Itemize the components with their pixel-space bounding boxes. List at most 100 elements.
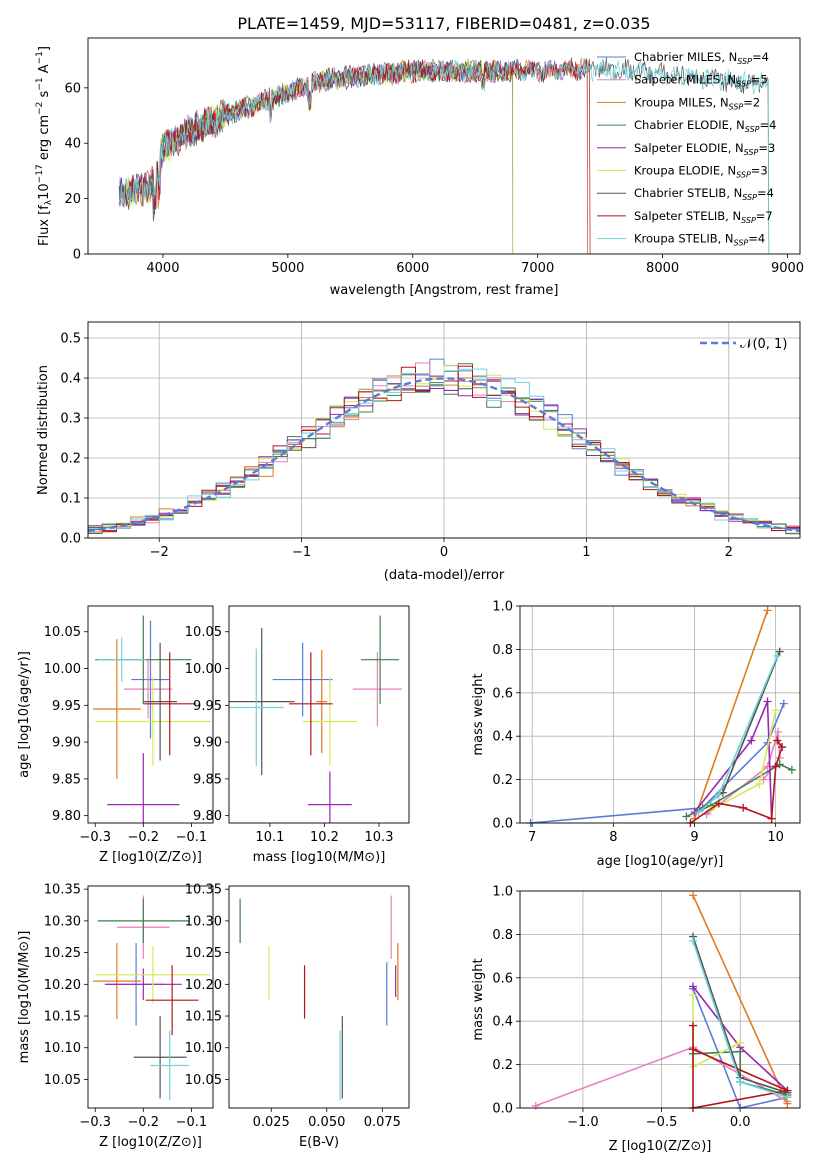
y-axis-label: mass weight xyxy=(471,673,486,755)
x-tick-label: 5000 xyxy=(271,261,304,276)
legend: Chabrier MILES, NSSP=4 Salpeter MILES, NS… xyxy=(597,50,776,248)
y-tick-label: 10.35 xyxy=(185,883,222,898)
plus-marker xyxy=(736,1038,745,1047)
plus-marker xyxy=(773,651,782,660)
plus-marker xyxy=(747,736,756,745)
y-tick-label: 40 xyxy=(64,137,81,152)
weight-series xyxy=(526,606,796,827)
axes-weight_vs_Z: −1.0 −0.5 0.0 0.0 0.2 0.4 0.6 0.8 1.0 Z [log10(Z/… xyxy=(471,885,801,1154)
y-axis-label: mass weight xyxy=(471,958,486,1040)
x-tick-label: 7000 xyxy=(521,261,554,276)
y-tick-label: 1.0 xyxy=(492,600,513,615)
y-tick-label: 9.80 xyxy=(193,809,222,824)
normal-curve xyxy=(88,377,800,533)
x-tick-label: 0.0 xyxy=(730,1115,751,1130)
y-tick-label: 0.1 xyxy=(60,492,81,507)
y-tick-label: 0.5 xyxy=(60,332,81,347)
legend-label: Kroupa STELIB, NSSP=4 xyxy=(634,232,765,248)
plus-marker xyxy=(787,765,796,774)
axes-frame xyxy=(519,890,801,1109)
plus-marker xyxy=(779,699,788,708)
x-tick-label: −0.2 xyxy=(127,1115,159,1130)
x-tick-label: −0.1 xyxy=(176,1115,208,1130)
x-tick-label: 6000 xyxy=(396,261,429,276)
x-axis-label: age [log10(age/yr)] xyxy=(597,854,724,869)
y-tick-label: 9.95 xyxy=(52,699,81,714)
plus-marker xyxy=(714,799,723,808)
y-tick-label: 10.30 xyxy=(44,914,81,929)
axes-spectrum: 4000 5000 6000 7000 8000 9000 0 20 40 60 wavelengt… xyxy=(35,37,804,298)
axes-frame xyxy=(228,605,410,824)
plus-marker xyxy=(714,790,723,799)
y-tick-label: 10.10 xyxy=(185,1041,222,1056)
legend-label: Salpeter ELODIE, NSSP=3 xyxy=(634,141,775,157)
axes-weight_vs_age: 7 8 9 10 0.0 0.2 0.4 0.6 0.8 1.0 age [log10(age/yr… xyxy=(471,600,801,869)
x-axis-label: wavelength [Angstrom, rest frame] xyxy=(330,283,559,298)
x-tick-label: 2 xyxy=(725,545,733,560)
plus-marker xyxy=(689,1045,698,1054)
y-tick-label: 0.4 xyxy=(492,1015,513,1030)
histogram-step xyxy=(88,368,800,531)
y-tick-label: 20 xyxy=(64,192,81,207)
legend-label: Chabrier ELODIE, NSSP=4 xyxy=(634,118,776,134)
plus-marker xyxy=(689,991,698,1000)
spectrum-lines xyxy=(118,57,770,254)
histogram-steps xyxy=(88,358,800,537)
axes-frame xyxy=(87,321,801,539)
plus-marker xyxy=(755,779,764,788)
axes-frame xyxy=(87,885,214,1109)
x-tick-label: 0 xyxy=(440,545,448,560)
plus-marker xyxy=(689,1021,698,1030)
y-axis-label: age [log10(age/yr)] xyxy=(17,651,32,778)
errorbar-marks xyxy=(239,895,399,1101)
plus-marker xyxy=(774,727,783,736)
series-line xyxy=(692,1025,791,1109)
normal-legend-label: 𝒩(0, 1) xyxy=(740,337,787,352)
y-tick-label: 9.95 xyxy=(193,699,222,714)
x-axis-label: E(B-V) xyxy=(299,1135,339,1150)
series-line xyxy=(692,1050,788,1096)
y-tick-label: 0.8 xyxy=(492,928,513,943)
x-tick-label: 10.3 xyxy=(365,830,394,845)
plus-marker xyxy=(763,606,772,615)
x-tick-label: 1 xyxy=(582,545,590,560)
plus-marker xyxy=(739,803,748,812)
y-tick-label: 10.20 xyxy=(44,978,81,993)
y-axis-label: Normed distribution xyxy=(36,365,51,495)
x-tick-label: −0.2 xyxy=(127,830,159,845)
y-tick-label: 0 xyxy=(73,248,81,263)
x-tick-label: −0.3 xyxy=(79,830,111,845)
x-tick-label: 7 xyxy=(528,830,536,845)
y-tick-label: 10.30 xyxy=(185,914,222,929)
weight-series xyxy=(531,891,792,1112)
y-tick-label: 0.0 xyxy=(60,532,81,547)
y-tick-label: 0.0 xyxy=(492,1102,513,1117)
y-tick-label: 10.10 xyxy=(44,1041,81,1056)
y-tick-label: 0.2 xyxy=(492,1058,513,1073)
plus-marker xyxy=(778,743,787,752)
spectrum-line xyxy=(119,58,591,254)
series-line xyxy=(693,701,773,819)
x-tick-label: 0.075 xyxy=(364,1115,401,1130)
y-tick-label: 9.85 xyxy=(193,772,222,787)
y-tick-label: 10.25 xyxy=(44,946,81,961)
y-tick-label: 10.20 xyxy=(185,978,222,993)
y-tick-label: 60 xyxy=(64,81,81,96)
axes-frame xyxy=(228,885,410,1109)
x-axis-label: Z [log10(Z/Z⊙)] xyxy=(609,1139,712,1154)
y-tick-label: 0.8 xyxy=(492,643,513,658)
plus-marker xyxy=(773,736,782,745)
y-tick-label: 9.90 xyxy=(193,736,222,751)
errorbar-marks xyxy=(229,615,402,823)
x-tick-label: −0.5 xyxy=(646,1115,678,1130)
series-line xyxy=(692,894,789,1105)
x-axis-label: (data-model)/error xyxy=(384,568,505,583)
axes-frame xyxy=(87,37,801,255)
y-tick-label: 0.4 xyxy=(492,730,513,745)
y-tick-label: 10.15 xyxy=(44,1010,81,1025)
y-tick-label: 0.2 xyxy=(60,452,81,467)
plus-marker xyxy=(531,1101,540,1110)
plus-marker xyxy=(736,1077,745,1086)
x-axis-label: Z [log10(Z/Z⊙)] xyxy=(99,850,202,865)
y-tick-label: 9.90 xyxy=(52,736,81,751)
